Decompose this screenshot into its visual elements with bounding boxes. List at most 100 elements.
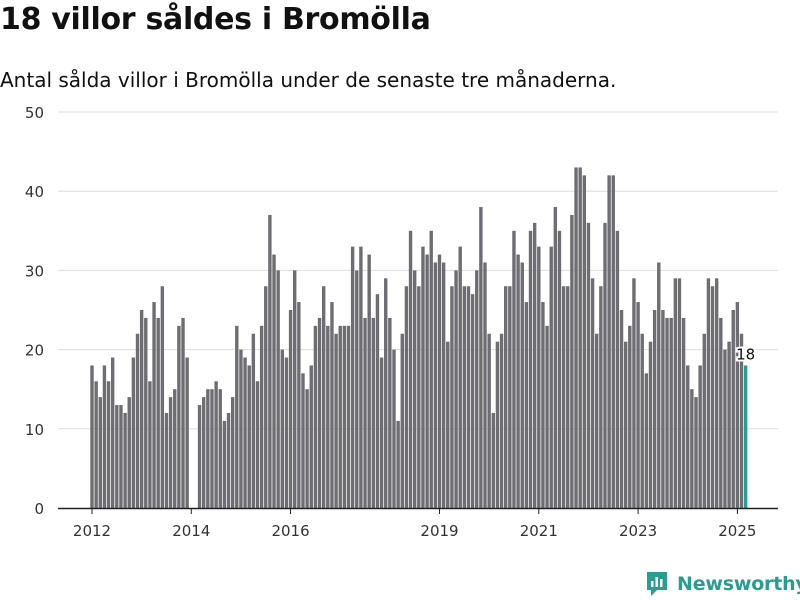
x-tick-label: 2012 — [73, 522, 111, 540]
bar — [628, 325, 632, 508]
bar — [553, 207, 558, 509]
bar — [355, 270, 359, 508]
bar — [640, 333, 644, 508]
bar — [235, 325, 239, 508]
bar — [363, 317, 367, 508]
bars — [90, 167, 748, 509]
bar — [288, 310, 293, 508]
bar — [661, 310, 665, 508]
bar — [425, 254, 429, 508]
data-label-last: 18 — [736, 345, 755, 363]
bar — [276, 270, 280, 508]
bar — [280, 349, 284, 508]
bar — [694, 397, 698, 508]
bar — [719, 317, 723, 508]
bar — [305, 389, 309, 508]
bar — [371, 317, 376, 508]
bar — [251, 333, 256, 508]
bar — [317, 317, 322, 508]
bar — [218, 389, 222, 508]
bar — [590, 278, 595, 508]
x-tick-label: 2014 — [172, 522, 210, 540]
bar — [437, 254, 442, 508]
bar — [557, 230, 562, 509]
bar — [524, 302, 529, 508]
bar — [214, 381, 218, 508]
bar — [388, 317, 392, 508]
bar — [665, 317, 669, 508]
y-tick-label: 50 — [25, 104, 44, 122]
bar — [516, 254, 520, 508]
bar — [396, 420, 400, 508]
y-tick-label: 10 — [25, 421, 44, 439]
bar — [164, 412, 169, 508]
bar-chart: 0 10 20 30 40 50 2012 2014 2016 2019 2021 2023 2025… — [25, 104, 778, 540]
bar — [458, 246, 462, 508]
bar — [652, 310, 657, 508]
bar — [677, 278, 682, 508]
bar — [673, 278, 678, 508]
bar — [156, 317, 160, 508]
bar — [293, 270, 297, 508]
bar — [528, 230, 533, 509]
bar — [636, 302, 640, 508]
bar — [127, 397, 131, 508]
bar — [346, 325, 351, 508]
bar — [139, 310, 144, 508]
bar — [623, 341, 628, 508]
bar — [210, 389, 214, 508]
bar — [123, 412, 127, 508]
bar — [160, 286, 165, 508]
bar — [392, 349, 396, 508]
bar — [330, 302, 334, 508]
bar — [98, 397, 102, 508]
bar — [508, 286, 512, 508]
x-tick-label: 2016 — [271, 522, 309, 540]
bar — [657, 262, 661, 508]
bar — [417, 286, 421, 508]
bar — [702, 333, 706, 508]
bar — [400, 333, 404, 508]
bar — [243, 357, 247, 508]
bar — [342, 325, 347, 508]
newsworthy-logo: Newsworthy — [645, 570, 800, 598]
bar — [479, 207, 483, 509]
bar — [181, 317, 185, 508]
bar — [135, 333, 140, 508]
bar — [446, 341, 450, 508]
bar — [206, 389, 210, 508]
x-axis: 2012 2014 2016 2019 2021 2023 2025 — [58, 507, 778, 540]
bar — [669, 317, 673, 508]
bar — [483, 262, 487, 508]
bar — [173, 389, 177, 508]
bar — [632, 278, 636, 508]
bar — [475, 270, 479, 508]
bar — [595, 333, 599, 508]
bar — [412, 270, 417, 508]
bar — [611, 175, 615, 509]
bar — [301, 373, 305, 508]
bar — [582, 175, 586, 509]
bar — [561, 286, 566, 508]
bar — [384, 278, 388, 508]
bar — [255, 381, 260, 508]
bar — [309, 365, 313, 508]
bar — [102, 365, 107, 508]
y-tick-label: 20 — [25, 342, 44, 360]
bar — [706, 278, 711, 508]
y-axis-ticks: 0 10 20 30 40 50 — [25, 104, 44, 518]
bar — [326, 325, 330, 508]
annotations: 18 — [734, 343, 757, 365]
bar — [644, 373, 649, 508]
bar — [433, 262, 438, 508]
bar — [197, 405, 202, 508]
bar — [710, 286, 715, 508]
y-tick-label: 30 — [25, 262, 44, 280]
bar — [566, 286, 570, 508]
bar — [268, 214, 272, 508]
bar — [421, 246, 425, 508]
bar — [375, 294, 380, 508]
bar — [574, 167, 578, 508]
bar — [110, 357, 115, 508]
bar — [408, 230, 413, 509]
